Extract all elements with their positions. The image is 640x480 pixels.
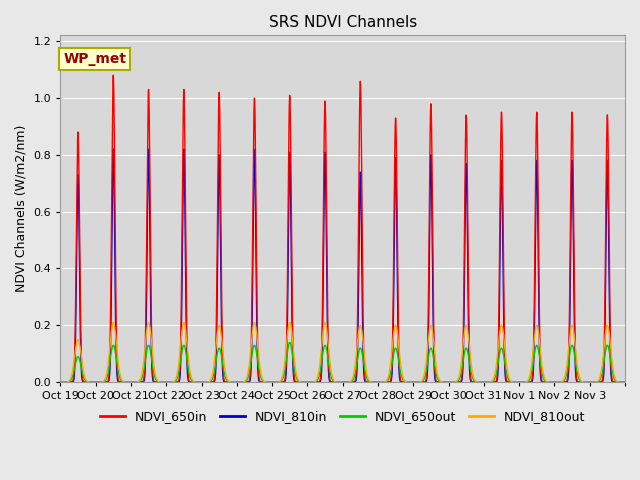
Title: SRS NDVI Channels: SRS NDVI Channels	[269, 15, 417, 30]
Legend: NDVI_650in, NDVI_810in, NDVI_650out, NDVI_810out: NDVI_650in, NDVI_810in, NDVI_650out, NDV…	[95, 405, 590, 428]
Y-axis label: NDVI Channels (W/m2/nm): NDVI Channels (W/m2/nm)	[15, 125, 28, 292]
Text: WP_met: WP_met	[63, 52, 126, 66]
